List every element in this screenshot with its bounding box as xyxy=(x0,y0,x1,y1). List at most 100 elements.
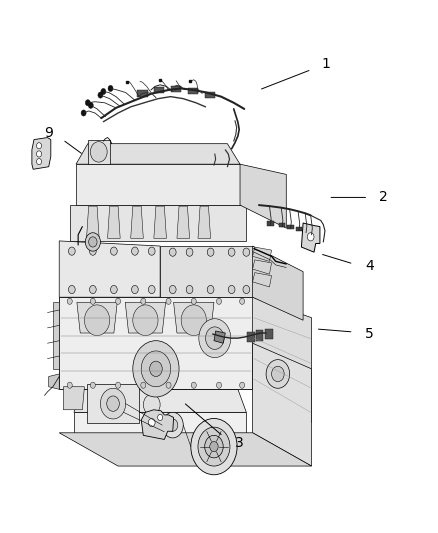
Circle shape xyxy=(85,305,110,336)
Polygon shape xyxy=(256,330,263,341)
Polygon shape xyxy=(253,297,311,423)
Circle shape xyxy=(148,286,155,294)
Circle shape xyxy=(166,382,171,388)
Circle shape xyxy=(108,85,113,92)
Polygon shape xyxy=(76,144,240,164)
Circle shape xyxy=(181,305,206,336)
Polygon shape xyxy=(77,302,117,333)
Polygon shape xyxy=(240,164,286,228)
Circle shape xyxy=(205,435,223,458)
Circle shape xyxy=(266,360,290,388)
Polygon shape xyxy=(253,260,272,274)
Circle shape xyxy=(110,286,117,294)
Circle shape xyxy=(272,366,284,382)
Circle shape xyxy=(36,151,42,157)
Circle shape xyxy=(89,247,96,255)
Polygon shape xyxy=(267,222,274,225)
Circle shape xyxy=(98,92,103,98)
Circle shape xyxy=(228,248,235,256)
Polygon shape xyxy=(303,229,309,233)
Polygon shape xyxy=(301,223,320,252)
Polygon shape xyxy=(287,224,294,229)
Polygon shape xyxy=(76,164,240,205)
Circle shape xyxy=(168,419,178,431)
Circle shape xyxy=(205,327,224,350)
Text: 1: 1 xyxy=(322,58,331,71)
Text: 4: 4 xyxy=(365,260,374,273)
Circle shape xyxy=(107,396,119,411)
Circle shape xyxy=(88,102,93,108)
Circle shape xyxy=(131,286,138,294)
Polygon shape xyxy=(59,297,253,389)
Circle shape xyxy=(36,158,42,165)
Circle shape xyxy=(131,247,138,255)
Circle shape xyxy=(207,286,214,294)
Circle shape xyxy=(90,298,95,304)
Text: 9: 9 xyxy=(44,126,53,141)
Circle shape xyxy=(162,413,183,438)
Circle shape xyxy=(191,298,196,304)
Circle shape xyxy=(199,319,231,358)
Polygon shape xyxy=(131,206,143,238)
Circle shape xyxy=(141,351,171,387)
Circle shape xyxy=(243,248,250,256)
Polygon shape xyxy=(279,223,286,227)
Polygon shape xyxy=(59,241,160,297)
Circle shape xyxy=(116,382,120,388)
Circle shape xyxy=(101,88,106,94)
Polygon shape xyxy=(64,387,85,410)
Polygon shape xyxy=(32,138,51,169)
Circle shape xyxy=(216,298,222,304)
Circle shape xyxy=(186,248,193,256)
Polygon shape xyxy=(125,302,166,333)
Circle shape xyxy=(36,143,42,149)
Polygon shape xyxy=(205,92,215,98)
Polygon shape xyxy=(160,246,253,297)
Circle shape xyxy=(191,382,196,388)
Polygon shape xyxy=(141,410,173,439)
Circle shape xyxy=(228,286,235,294)
Circle shape xyxy=(133,305,158,336)
Circle shape xyxy=(141,382,146,388)
Polygon shape xyxy=(214,331,225,343)
Circle shape xyxy=(85,233,100,251)
Polygon shape xyxy=(296,227,302,231)
Circle shape xyxy=(170,248,176,256)
Polygon shape xyxy=(49,374,59,389)
Circle shape xyxy=(90,142,107,162)
Circle shape xyxy=(148,418,155,426)
Circle shape xyxy=(191,418,237,475)
Polygon shape xyxy=(70,205,246,241)
Polygon shape xyxy=(308,231,315,235)
Circle shape xyxy=(166,298,171,304)
Circle shape xyxy=(110,247,117,255)
Polygon shape xyxy=(87,384,139,423)
Circle shape xyxy=(67,298,72,304)
Polygon shape xyxy=(253,247,272,261)
Circle shape xyxy=(88,237,97,247)
Polygon shape xyxy=(171,86,181,92)
Circle shape xyxy=(143,394,160,415)
Circle shape xyxy=(100,388,126,419)
Circle shape xyxy=(89,286,96,294)
Polygon shape xyxy=(253,343,311,466)
Polygon shape xyxy=(198,206,211,238)
Circle shape xyxy=(68,247,75,255)
Circle shape xyxy=(210,441,218,452)
Circle shape xyxy=(68,286,75,294)
Circle shape xyxy=(207,248,214,256)
Circle shape xyxy=(186,286,193,294)
Circle shape xyxy=(141,298,146,304)
Circle shape xyxy=(307,233,314,241)
Circle shape xyxy=(90,382,95,388)
Circle shape xyxy=(198,427,230,466)
Circle shape xyxy=(81,110,86,116)
Polygon shape xyxy=(253,246,303,320)
Circle shape xyxy=(240,298,245,304)
Circle shape xyxy=(150,361,162,376)
Circle shape xyxy=(133,341,179,397)
Polygon shape xyxy=(74,389,246,413)
Polygon shape xyxy=(188,88,198,94)
Polygon shape xyxy=(247,332,255,342)
Circle shape xyxy=(148,247,155,255)
